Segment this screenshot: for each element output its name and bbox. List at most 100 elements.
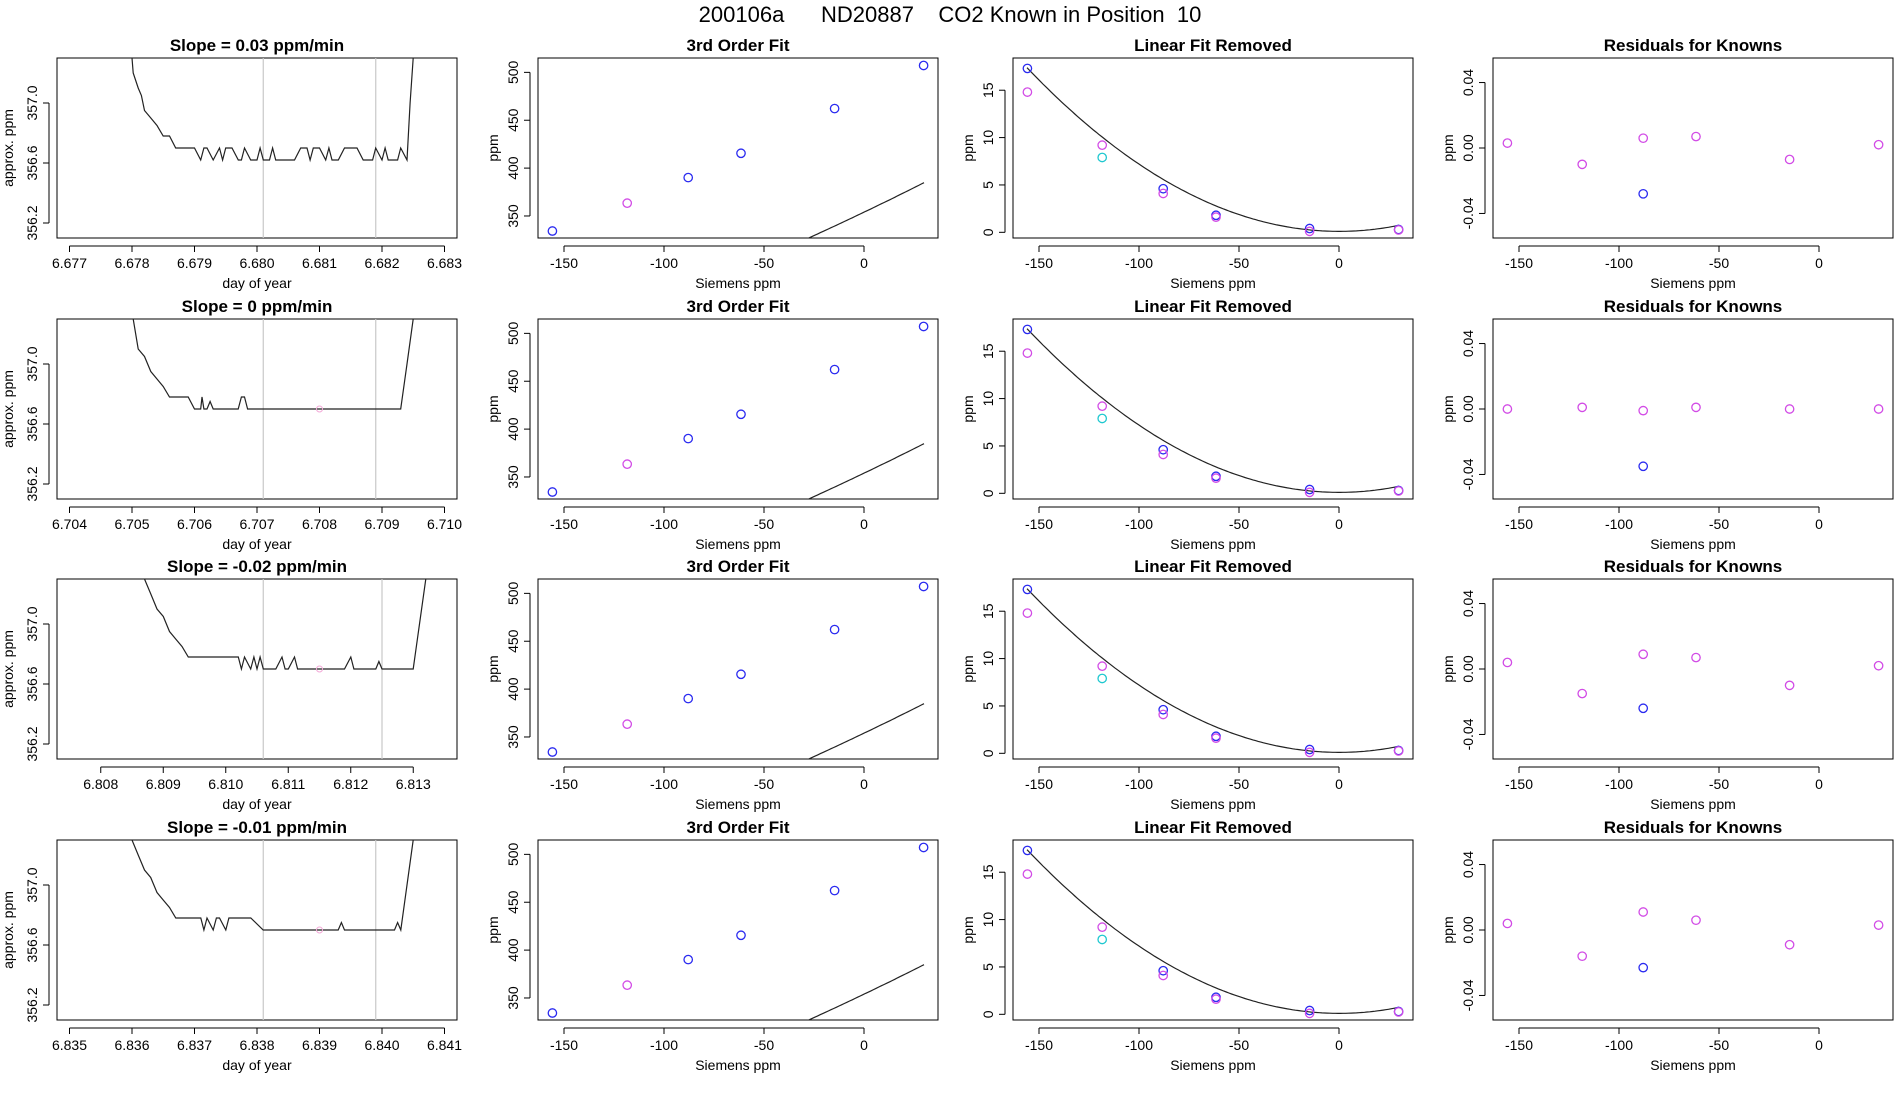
data-point bbox=[1211, 473, 1221, 484]
panel-title: Residuals for Knowns bbox=[1604, 297, 1783, 316]
data-point bbox=[1158, 704, 1169, 715]
y-tick-label: 356.6 bbox=[24, 666, 40, 701]
plot-data bbox=[547, 842, 929, 1020]
x-tick-label: 6.836 bbox=[114, 1037, 149, 1053]
panel-title: Linear Fit Removed bbox=[1134, 36, 1292, 55]
data-point bbox=[1393, 1007, 1404, 1017]
data-point bbox=[1577, 951, 1588, 962]
panel-title: Slope = 0 ppm/min bbox=[182, 297, 333, 316]
data-point bbox=[1691, 131, 1701, 142]
x-tick-label: 0 bbox=[1335, 255, 1343, 271]
data-point bbox=[1502, 657, 1513, 668]
y-tick-label: -0.04 bbox=[1460, 197, 1476, 229]
y-tick-label: 450 bbox=[505, 108, 521, 132]
data-point bbox=[1393, 746, 1404, 756]
y-axis-label: approx. ppm bbox=[0, 370, 16, 448]
y-tick-label: 350 bbox=[505, 465, 521, 489]
x-tick-label: 6.710 bbox=[427, 516, 462, 532]
panel-title: Slope = 0.03 ppm/min bbox=[170, 36, 344, 55]
plot-frame bbox=[537, 578, 939, 760]
plot-frame bbox=[1012, 839, 1414, 1021]
y-tick-label: 15 bbox=[980, 82, 996, 98]
x-tick-label: -150 bbox=[1505, 255, 1533, 271]
panel-r1-c0: Slope = 0 ppm/min 6.704 6.705 6.706 6.707 6.7… bbox=[0, 297, 462, 552]
x-tick-label: 6.835 bbox=[52, 1037, 87, 1053]
panel-r2-c3: Residuals for Knowns -150 -100 -50 0 Siemens … bbox=[1440, 557, 1894, 812]
plot-frame bbox=[1492, 57, 1894, 239]
x-axis-label: Siemens ppm bbox=[695, 1057, 781, 1073]
x-tick-label: -150 bbox=[1505, 516, 1533, 532]
series-trace bbox=[143, 579, 427, 672]
plot-data bbox=[131, 840, 414, 1020]
data-point bbox=[622, 719, 633, 729]
x-tick-label: -100 bbox=[1605, 776, 1633, 792]
data-point bbox=[1638, 649, 1649, 660]
data-point bbox=[1304, 484, 1315, 495]
y-tick-label: 350 bbox=[505, 204, 521, 228]
data-point bbox=[1158, 965, 1169, 976]
x-tick-label: -50 bbox=[754, 255, 774, 271]
y-tick-label: 400 bbox=[505, 417, 521, 441]
data-point bbox=[1097, 152, 1108, 163]
y-tick-label: 0.04 bbox=[1460, 69, 1476, 96]
data-point bbox=[1022, 869, 1033, 879]
y-tick-label: 0 bbox=[980, 489, 996, 497]
x-tick-label: -100 bbox=[650, 776, 678, 792]
x-tick-label: -50 bbox=[754, 776, 774, 792]
panel-r3-c1: 3rd Order Fit -150 -100 -50 0 Siemens ppm 350 4… bbox=[485, 818, 939, 1073]
y-tick-label: 500 bbox=[505, 321, 521, 345]
y-tick-label: 357.0 bbox=[24, 85, 40, 120]
x-tick-label: 6.840 bbox=[364, 1037, 399, 1053]
x-tick-label: -150 bbox=[550, 516, 578, 532]
y-tick-label: -0.04 bbox=[1460, 979, 1476, 1011]
x-axis-label: Siemens ppm bbox=[1650, 1057, 1736, 1073]
y-axis-label: ppm bbox=[1440, 916, 1456, 943]
data-point bbox=[1097, 934, 1108, 945]
y-axis-label: ppm bbox=[960, 916, 976, 943]
data-point bbox=[1022, 87, 1033, 97]
x-tick-label: 6.680 bbox=[239, 255, 274, 271]
panel-r1-c1: 3rd Order Fit -150 -100 -50 0 Siemens ppm 350 4… bbox=[485, 297, 939, 552]
y-tick-label: 0.00 bbox=[1460, 134, 1476, 161]
data-point bbox=[1784, 404, 1795, 414]
x-tick-label: 6.810 bbox=[208, 776, 243, 792]
plot-data bbox=[1022, 324, 1404, 498]
y-tick-label: 450 bbox=[505, 629, 521, 653]
data-point bbox=[829, 885, 840, 896]
x-tick-label: 6.813 bbox=[396, 776, 431, 792]
plot-data bbox=[1502, 649, 1884, 714]
data-point bbox=[1097, 661, 1108, 672]
figure-title: 200106a ND20887 CO2 Known in Position 10 bbox=[698, 2, 1202, 27]
y-tick-label: 15 bbox=[980, 603, 996, 619]
y-tick-label: 500 bbox=[505, 581, 521, 605]
data-point bbox=[1577, 402, 1588, 413]
x-tick-label: 6.681 bbox=[302, 255, 337, 271]
panel-r2-c0: Slope = -0.02 ppm/min 6.808 6.809 6.810 6.81… bbox=[0, 557, 458, 812]
x-tick-label: -100 bbox=[1125, 776, 1153, 792]
data-point bbox=[1638, 907, 1649, 917]
plot-data bbox=[547, 60, 929, 238]
y-axis-label: ppm bbox=[485, 134, 501, 161]
panel-title: Linear Fit Removed bbox=[1134, 297, 1292, 316]
x-tick-label: -150 bbox=[550, 255, 578, 271]
x-axis-label: day of year bbox=[222, 275, 292, 291]
data-point bbox=[1304, 226, 1315, 237]
x-tick-label: -50 bbox=[1229, 776, 1249, 792]
y-axis-label: ppm bbox=[960, 655, 976, 682]
data-point bbox=[1577, 159, 1588, 170]
x-tick-label: 0 bbox=[1815, 255, 1823, 271]
y-tick-label: 350 bbox=[505, 986, 521, 1010]
panel-r0-c2: Linear Fit Removed -150 -100 -50 0 Siemens pp… bbox=[960, 36, 1414, 291]
plot-data bbox=[143, 579, 427, 759]
y-tick-label: 0.00 bbox=[1460, 655, 1476, 682]
y-tick-label: 400 bbox=[505, 156, 521, 180]
plot-data bbox=[547, 581, 929, 759]
x-tick-label: 6.841 bbox=[427, 1037, 462, 1053]
data-point bbox=[829, 364, 840, 375]
data-point bbox=[1691, 652, 1701, 663]
x-tick-label: 6.706 bbox=[177, 516, 212, 532]
panel-r2-c2: Linear Fit Removed -150 -100 -50 0 Siemens pp… bbox=[960, 557, 1414, 812]
data-point bbox=[622, 198, 633, 208]
data-point bbox=[1022, 584, 1033, 595]
y-tick-label: 356.6 bbox=[24, 927, 40, 962]
